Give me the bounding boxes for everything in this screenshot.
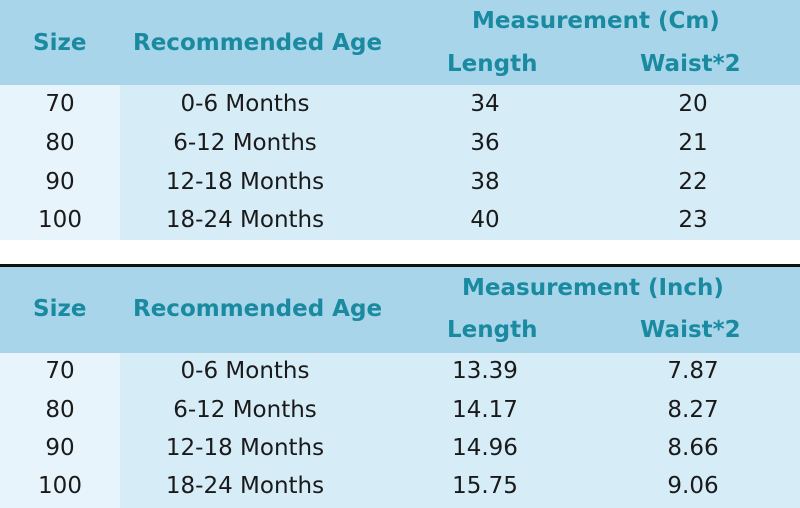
cell-waist: 22: [678, 169, 708, 195]
size-chart-inch-table: Size Recommended Age Measurement (Inch) …: [0, 267, 800, 508]
cell-waist: 9.06: [667, 473, 719, 499]
header-waist: Waist*2: [640, 51, 741, 77]
cell-length: 40: [470, 207, 500, 233]
cell-length: 15.75: [452, 473, 518, 499]
cell-size: 90: [45, 169, 75, 195]
header-recommended-age: Recommended Age: [133, 30, 383, 56]
header-size: Size: [33, 30, 87, 56]
size-column-band: [0, 85, 120, 240]
cell-age: 18-24 Months: [165, 207, 325, 233]
header-measurement: Measurement (Inch): [462, 275, 724, 301]
cell-size: 100: [38, 207, 82, 233]
header-recommended-age: Recommended Age: [133, 296, 383, 322]
cell-age: 0-6 Months: [180, 358, 310, 384]
header-length: Length: [447, 51, 538, 77]
size-chart-cm-table: Size Recommended Age Measurement (Cm) Le…: [0, 0, 800, 240]
cell-age: 6-12 Months: [173, 397, 317, 423]
table-header-row: [0, 0, 800, 85]
cell-size: 80: [45, 130, 75, 156]
cell-waist: 7.87: [667, 358, 719, 384]
cell-size: 100: [38, 473, 82, 499]
header-waist: Waist*2: [640, 317, 741, 343]
table-body: [0, 85, 800, 240]
cell-waist: 20: [678, 91, 708, 117]
divider-line: [0, 264, 800, 267]
cell-length: 36: [470, 130, 500, 156]
cell-length: 13.39: [452, 358, 518, 384]
cell-length: 34: [470, 91, 500, 117]
cell-age: 18-24 Months: [165, 473, 325, 499]
cell-waist: 8.27: [667, 397, 719, 423]
cell-size: 90: [45, 435, 75, 461]
cell-age: 6-12 Months: [173, 130, 317, 156]
header-size: Size: [33, 296, 87, 322]
cell-size: 70: [45, 91, 75, 117]
cell-length: 38: [470, 169, 500, 195]
cell-waist: 8.66: [667, 435, 719, 461]
cell-age: 0-6 Months: [180, 91, 310, 117]
cell-size: 70: [45, 358, 75, 384]
table-gap: [0, 240, 800, 267]
cell-waist: 23: [678, 207, 708, 233]
table-header-row: [0, 267, 800, 353]
cell-age: 12-18 Months: [165, 435, 325, 461]
size-column-band: [0, 353, 120, 508]
cell-age: 12-18 Months: [165, 169, 325, 195]
header-length: Length: [447, 317, 538, 343]
table-body: [0, 353, 800, 508]
header-measurement: Measurement (Cm): [472, 8, 720, 34]
cell-size: 80: [45, 397, 75, 423]
cell-length: 14.17: [452, 397, 518, 423]
cell-waist: 21: [678, 130, 708, 156]
cell-length: 14.96: [452, 435, 518, 461]
